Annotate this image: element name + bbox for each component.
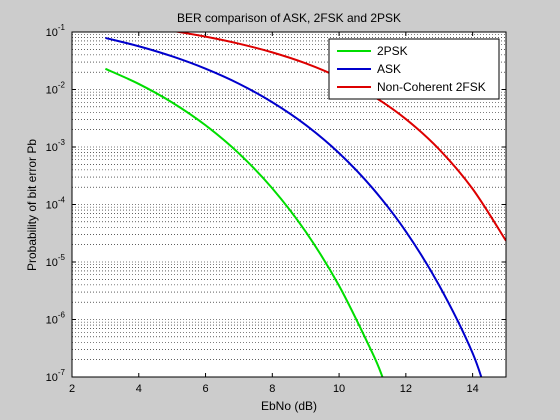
grid-lines bbox=[72, 34, 506, 378]
x-tick-label: 6 bbox=[202, 383, 208, 395]
y-tick-label: 10-1 bbox=[46, 23, 66, 39]
y-tick-label: 10-2 bbox=[46, 81, 66, 97]
x-tick-label: 8 bbox=[269, 383, 275, 395]
series-line-ask bbox=[105, 36, 483, 377]
y-tick-label: 10-5 bbox=[46, 253, 66, 269]
plot-frame bbox=[71, 31, 507, 378]
x-tick-label: 4 bbox=[136, 383, 142, 395]
series-line-2psk bbox=[104, 67, 384, 377]
legend-label: ASK bbox=[377, 62, 401, 76]
x-axis-label: EbNo (dB) bbox=[261, 399, 317, 413]
y-tick-label: 10-3 bbox=[46, 138, 66, 154]
y-tick-label: 10-4 bbox=[46, 196, 66, 212]
y-tick-label: 10-6 bbox=[46, 311, 66, 327]
y-tick-label: 10-7 bbox=[46, 368, 66, 384]
legend-label: Non-Coherent 2FSK bbox=[377, 80, 486, 94]
x-tick-label: 14 bbox=[466, 383, 478, 395]
chart-title: BER comparison of ASK, 2FSK and 2PSK bbox=[177, 11, 401, 25]
y-axis-label: Probability of bit error Pb bbox=[25, 139, 39, 271]
x-tick-label: 12 bbox=[400, 383, 412, 395]
legend-label: 2PSK bbox=[377, 44, 408, 58]
x-tick-label: 2 bbox=[69, 383, 75, 395]
x-tick-label: 10 bbox=[333, 383, 345, 395]
axis-ticks: 2 4 6 8 10 12 14 10-7 10-6 10-5 10-4 10-3 10-2 10-1 bbox=[46, 23, 506, 395]
series-line-non-coherent-2fsk bbox=[172, 32, 506, 242]
series-lines bbox=[104, 32, 506, 377]
legend: 2PSK ASK Non-Coherent 2FSK bbox=[328, 38, 500, 100]
